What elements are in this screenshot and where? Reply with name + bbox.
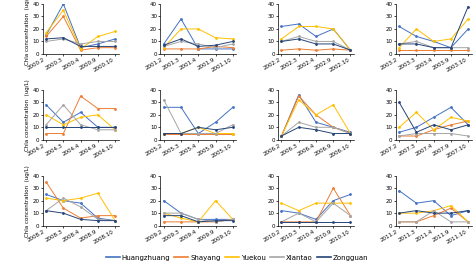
Y-axis label: Chla concentration  (ug/L): Chla concentration (ug/L) xyxy=(26,0,30,65)
Y-axis label: Chla concentration  (ug/L): Chla concentration (ug/L) xyxy=(26,165,30,237)
Y-axis label: Chla concentration  (ug/L): Chla concentration (ug/L) xyxy=(26,79,30,151)
Legend: Huangzhuang, Shayang, Yuekou, Xiantao, Zongguan: Huangzhuang, Shayang, Yuekou, Xiantao, Z… xyxy=(103,252,371,264)
